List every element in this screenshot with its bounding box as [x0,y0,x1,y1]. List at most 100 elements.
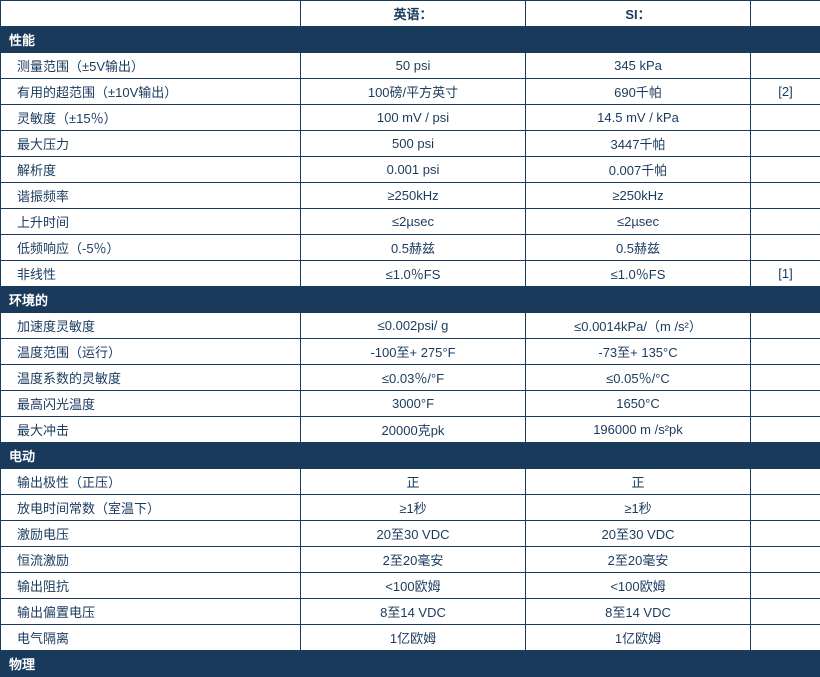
row-value-si: 0.5赫兹 [526,235,751,261]
row-note: [1] [751,261,820,287]
row-note [751,391,820,417]
table-row: 恒流激励2至20毫安2至20毫安 [1,547,820,573]
row-value-si: -73至+ 135°C [526,339,751,365]
row-label: 低频响应（-5％） [1,235,301,261]
row-note [751,105,820,131]
table-row: 放电时间常数（室温下）≥1秒≥1秒 [1,495,820,521]
row-value-si: 3447千帕 [526,131,751,157]
row-value-si: ≥1秒 [526,495,751,521]
row-value-english: 正 [301,469,526,495]
row-note [751,469,820,495]
row-value-english: 20至30 VDC [301,521,526,547]
row-value-english: ≤0.002psi/ g [301,313,526,339]
row-value-english: 0.001 psi [301,157,526,183]
row-value-si: 1650°C [526,391,751,417]
section-title: 环境的 [1,287,820,313]
row-value-english: 1亿欧姆 [301,625,526,651]
row-label: 温度范围（运行） [1,339,301,365]
row-value-english: 100 mV / psi [301,105,526,131]
row-label: 输出阻抗 [1,573,301,599]
row-note [751,53,820,79]
row-value-si: ≤2µsec [526,209,751,235]
row-value-si: 14.5 mV / kPa [526,105,751,131]
row-value-english: ≥1秒 [301,495,526,521]
spec-table: 英语：SI：性能测量范围（±5V输出）50 psi345 kPa有用的超范围（±… [0,0,820,677]
table-row: 温度范围（运行）-100至+ 275°F-73至+ 135°C [1,339,820,365]
row-value-si: 正 [526,469,751,495]
row-label: 解析度 [1,157,301,183]
row-note [751,131,820,157]
row-value-si: 8至14 VDC [526,599,751,625]
row-note [751,417,820,443]
row-label: 最高闪光温度 [1,391,301,417]
row-value-english: 8至14 VDC [301,599,526,625]
row-label: 测量范围（±5V输出） [1,53,301,79]
header-english: 英语： [301,1,526,27]
row-note [751,547,820,573]
row-label: 最大压力 [1,131,301,157]
header-note [751,1,820,27]
row-label: 恒流激励 [1,547,301,573]
row-label: 加速度灵敏度 [1,313,301,339]
section-header: 性能 [1,27,820,53]
section-header: 物理 [1,651,820,677]
row-value-english: <100欧姆 [301,573,526,599]
table-row: 最大冲击20000克pk196000 m /s²pk [1,417,820,443]
table-row: 非线性≤1.0％FS≤1.0％FS[1] [1,261,820,287]
table-row: 激励电压20至30 VDC20至30 VDC [1,521,820,547]
table-row: 测量范围（±5V输出）50 psi345 kPa [1,53,820,79]
header-label [1,1,301,27]
row-value-english: 3000°F [301,391,526,417]
row-label: 电气隔离 [1,625,301,651]
row-value-si: 196000 m /s²pk [526,417,751,443]
row-value-english: 2至20毫安 [301,547,526,573]
section-header: 环境的 [1,287,820,313]
row-value-english: ≤0.03％/°F [301,365,526,391]
row-note [751,183,820,209]
table-row: 最高闪光温度3000°F1650°C [1,391,820,417]
row-value-si: 2至20毫安 [526,547,751,573]
row-value-si: ≤0.05％/°C [526,365,751,391]
row-label: 激励电压 [1,521,301,547]
row-note [751,625,820,651]
section-title: 电动 [1,443,820,469]
row-label: 输出偏置电压 [1,599,301,625]
row-note [751,235,820,261]
row-label: 非线性 [1,261,301,287]
row-label: 有用的超范围（±10V输出） [1,79,301,105]
row-value-english: 50 psi [301,53,526,79]
table-row: 灵敏度（±15％）100 mV / psi14.5 mV / kPa [1,105,820,131]
row-value-si: <100欧姆 [526,573,751,599]
row-note [751,339,820,365]
row-label: 放电时间常数（室温下） [1,495,301,521]
row-value-english: 100磅/平方英寸 [301,79,526,105]
row-label: 谐振频率 [1,183,301,209]
row-note: [2] [751,79,820,105]
table-row: 温度系数的灵敏度≤0.03％/°F≤0.05％/°C [1,365,820,391]
table-row: 电气隔离1亿欧姆1亿欧姆 [1,625,820,651]
row-value-si: ≥250kHz [526,183,751,209]
table-row: 上升时间≤2µsec≤2µsec [1,209,820,235]
table-row: 输出阻抗<100欧姆<100欧姆 [1,573,820,599]
section-header: 电动 [1,443,820,469]
row-label: 最大冲击 [1,417,301,443]
row-label: 上升时间 [1,209,301,235]
row-value-english: -100至+ 275°F [301,339,526,365]
row-value-english: 20000克pk [301,417,526,443]
section-title: 物理 [1,651,820,677]
row-value-english: 500 psi [301,131,526,157]
table-row: 有用的超范围（±10V输出）100磅/平方英寸690千帕[2] [1,79,820,105]
row-value-english: ≥250kHz [301,183,526,209]
row-label: 温度系数的灵敏度 [1,365,301,391]
row-value-si: ≤1.0％FS [526,261,751,287]
table-row: 输出偏置电压8至14 VDC8至14 VDC [1,599,820,625]
row-note [751,599,820,625]
row-value-si: 690千帕 [526,79,751,105]
row-note [751,209,820,235]
row-value-english: 0.5赫兹 [301,235,526,261]
table-row: 解析度0.001 psi0.007千帕 [1,157,820,183]
table-row: 谐振频率≥250kHz≥250kHz [1,183,820,209]
row-value-si: 345 kPa [526,53,751,79]
column-header-row: 英语：SI： [1,1,820,27]
row-note [751,313,820,339]
